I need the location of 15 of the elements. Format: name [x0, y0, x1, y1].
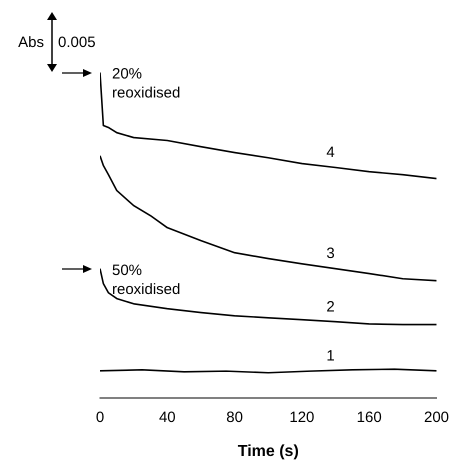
text: Abs — [18, 34, 44, 52]
x-axis-title: Time (s) — [238, 442, 299, 460]
series-label: 4 — [326, 144, 335, 162]
x-tick-label: 160 — [356, 408, 382, 426]
series-label: 1 — [326, 348, 335, 365]
annotation: 50% reoxidised — [112, 262, 180, 298]
series-label: 2 — [326, 298, 335, 316]
x-tick-label: 120 — [289, 408, 314, 426]
x-tick-label: 200 — [424, 408, 449, 426]
series-label: 3 — [326, 245, 335, 262]
annotation: 20% reoxidised — [112, 66, 180, 102]
x-tick-label: 40 — [158, 408, 176, 426]
text: 0.005 — [58, 34, 96, 52]
x-tick-label: 0 — [96, 408, 104, 426]
x-tick-label: 80 — [226, 408, 243, 426]
